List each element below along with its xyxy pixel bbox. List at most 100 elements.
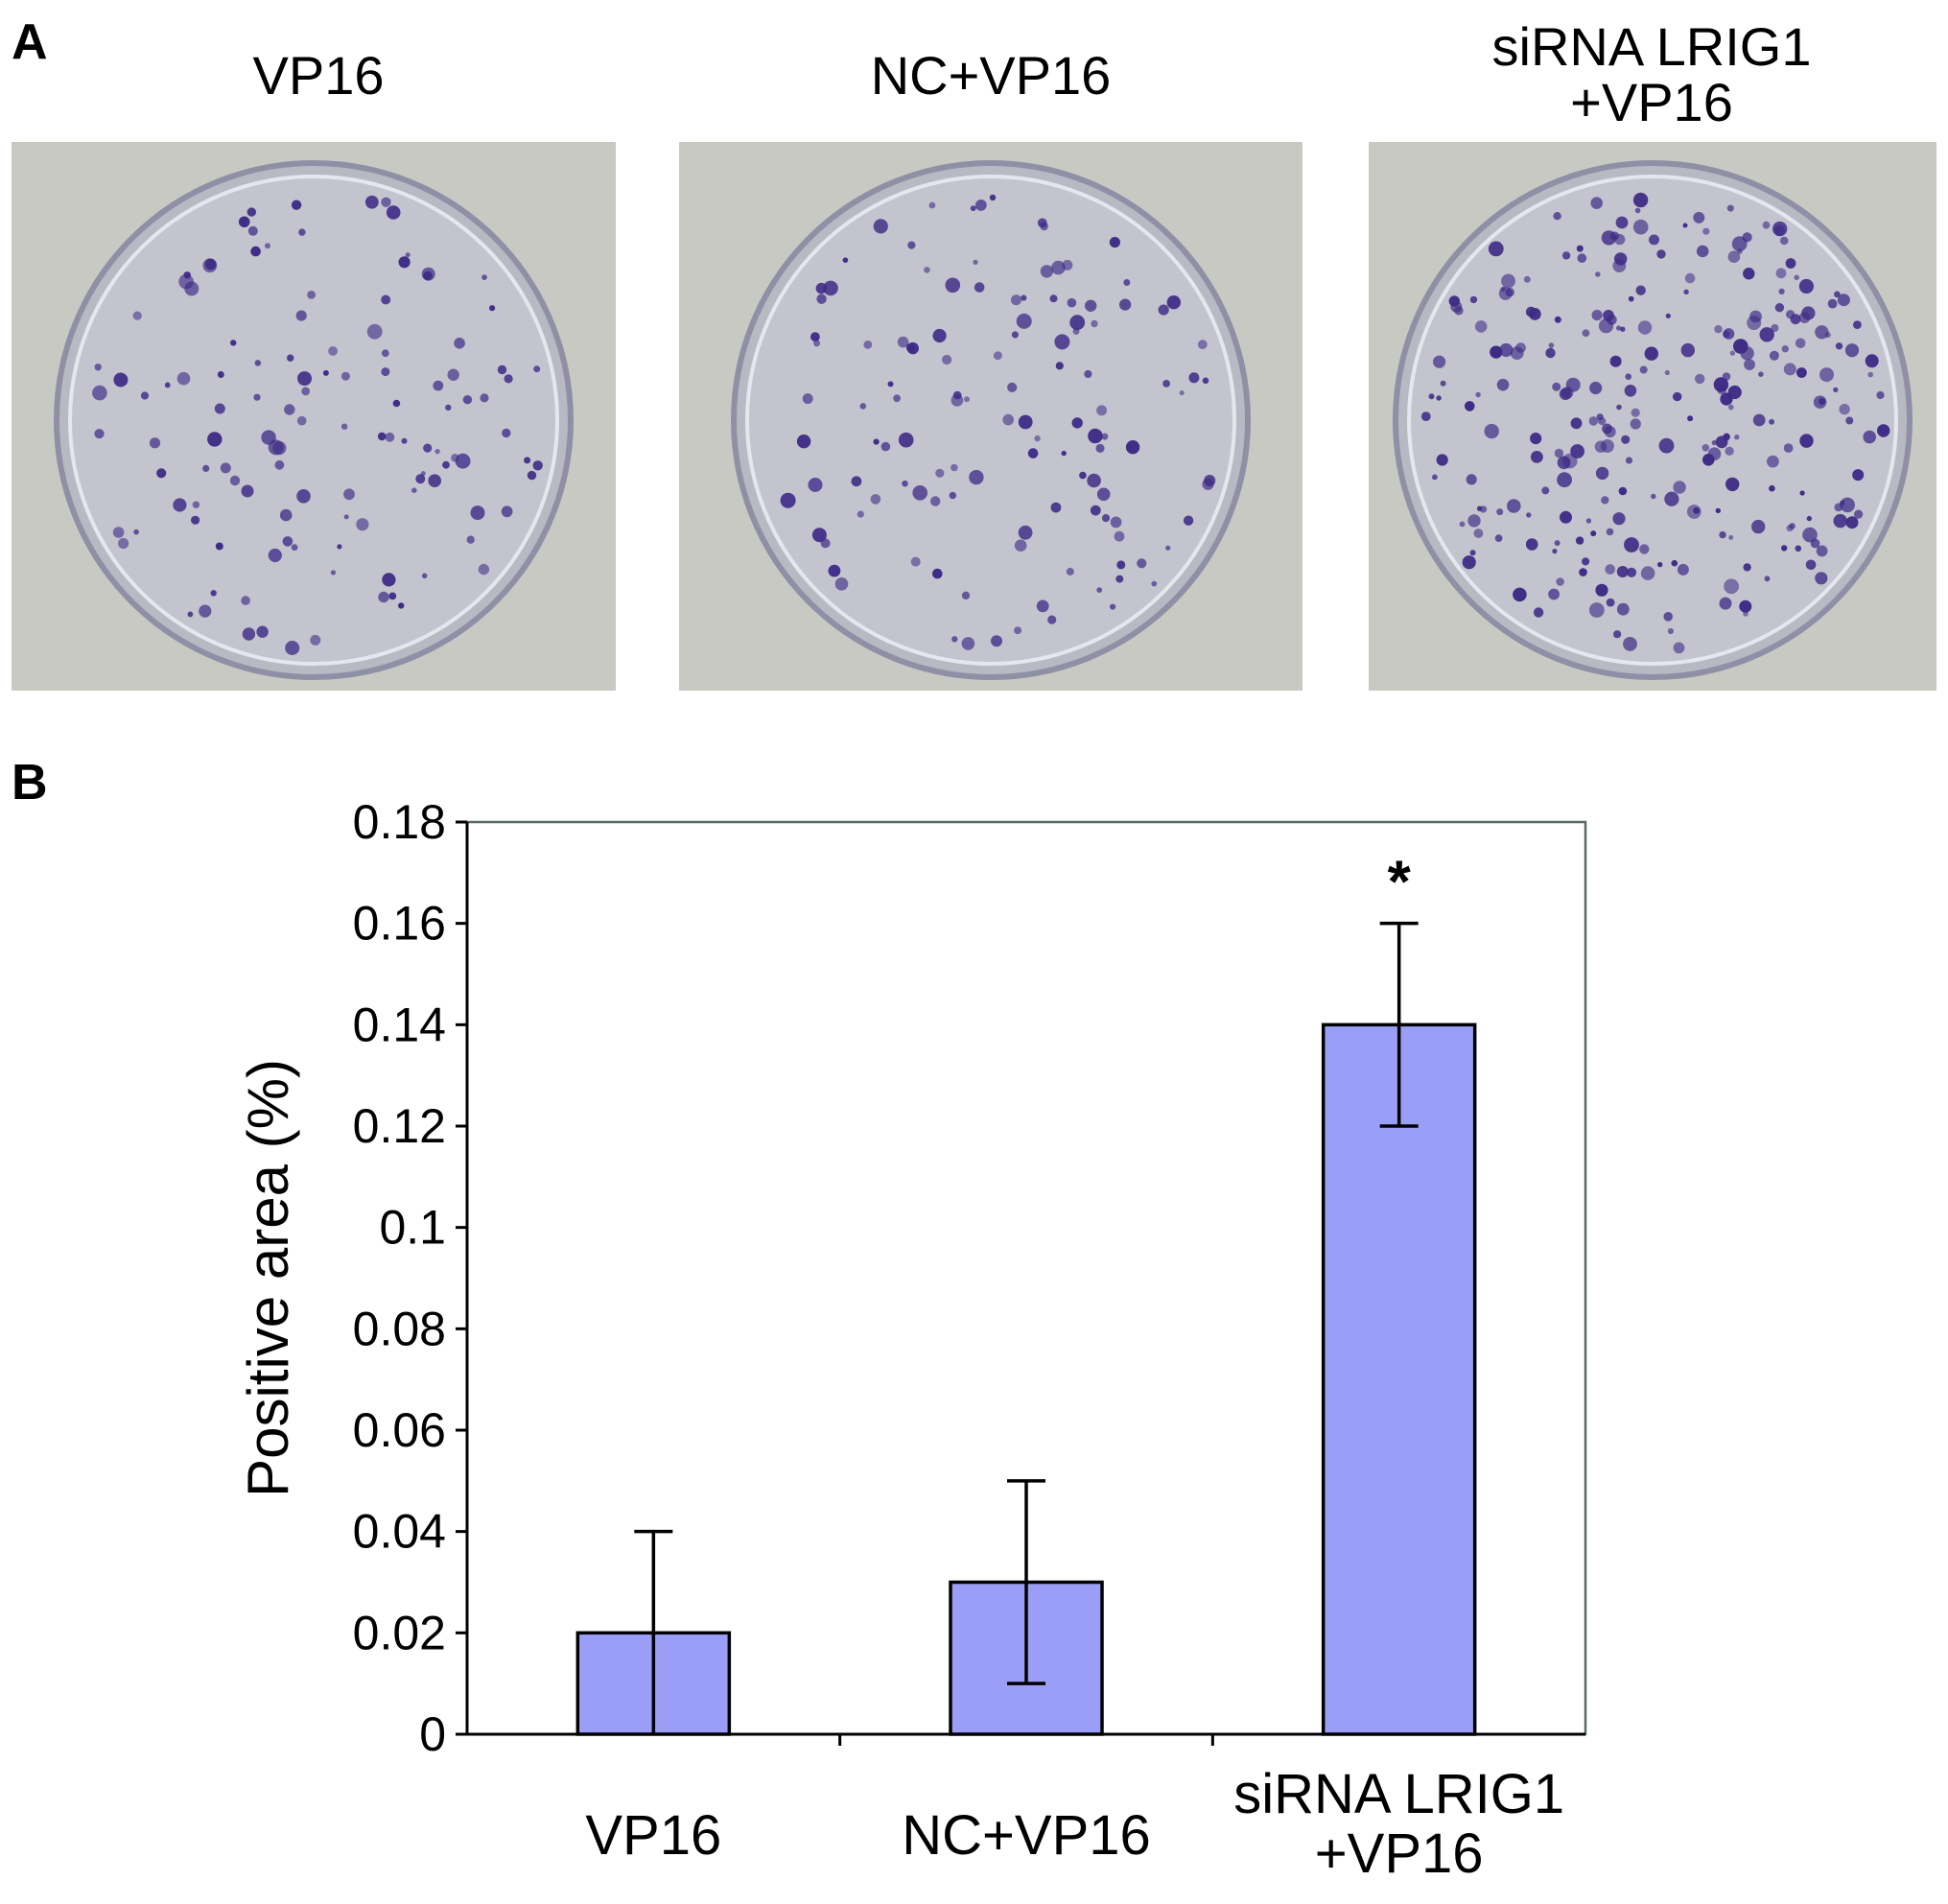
colony-dot (1649, 234, 1659, 246)
colony-dot (842, 257, 849, 263)
colony-dot (1556, 577, 1564, 586)
colony-dot (356, 518, 369, 531)
colony-dot (1484, 423, 1499, 439)
colony-dot (454, 338, 465, 349)
colony-dot (1833, 387, 1839, 393)
colony-dot (1734, 435, 1740, 440)
colony-dot (1637, 320, 1653, 335)
colony-dot (1711, 439, 1717, 446)
colony-dot (1579, 568, 1587, 576)
colony-dot (470, 505, 485, 521)
colony-dot (1863, 430, 1876, 444)
colony-dot (930, 496, 941, 506)
colony-dot (1576, 245, 1584, 252)
colony-dot (1783, 363, 1796, 376)
colony-dot (1786, 310, 1795, 319)
colony-dot (1420, 411, 1431, 421)
colony-dot (398, 256, 411, 269)
colony-dot (1751, 519, 1766, 534)
colony-dot (1774, 303, 1785, 313)
colony-dot (1588, 416, 1599, 426)
colony-dot (382, 573, 396, 587)
colony-dot (1743, 268, 1755, 280)
colony-dot (1837, 294, 1850, 307)
colony-dot (1663, 612, 1673, 622)
colony-dot (502, 428, 511, 438)
colony-dot (1612, 512, 1626, 526)
colony-dot (401, 437, 408, 444)
colony-dot (398, 602, 405, 609)
colony-dot (1630, 418, 1641, 430)
colony-dot (1158, 304, 1169, 316)
colony-dot (421, 573, 428, 579)
colony-dot (287, 354, 294, 362)
colony-dot (1687, 415, 1694, 422)
colony-dot (411, 487, 417, 493)
colony-dot (1623, 637, 1637, 651)
colony-dot (1466, 474, 1477, 485)
colony-dot (1475, 391, 1481, 398)
colony-dot (1066, 567, 1074, 576)
colony-dot (1436, 454, 1448, 466)
colony-dot (1840, 497, 1855, 513)
colony-dot (1523, 275, 1531, 283)
colony-dot (1779, 236, 1789, 246)
colony-dot (1050, 502, 1062, 513)
colony-dot (1479, 505, 1488, 513)
significance-marker: * (1388, 850, 1412, 916)
colony-dot (1011, 294, 1021, 306)
colony-dot (428, 474, 442, 488)
colony-dot (254, 360, 262, 366)
colony-dot (1845, 416, 1854, 425)
colony-dot (229, 475, 241, 486)
colony-dot (241, 596, 250, 605)
colony-dot (340, 371, 350, 381)
y-tick-label: 0.14 (353, 998, 446, 1051)
colony-dot (1805, 559, 1817, 571)
colony-dot (178, 273, 194, 290)
colony-dot (928, 201, 936, 209)
colony-dot (1798, 278, 1814, 294)
colony-dot (1513, 587, 1527, 602)
colony-dot (912, 485, 927, 501)
colony-dot (1062, 259, 1073, 270)
colony-dot (1037, 218, 1047, 228)
colony-dot (1096, 487, 1111, 502)
colony-dot (1079, 471, 1087, 480)
colony-dot (1055, 362, 1064, 370)
colony-dot (1591, 310, 1603, 321)
colony-dot (813, 340, 821, 347)
colony-dot (415, 474, 426, 484)
colony-dot (1616, 404, 1622, 411)
colony-dot (1717, 385, 1726, 395)
colony-dot (1014, 539, 1027, 552)
colony-dot (1749, 310, 1762, 323)
colony-dot (1616, 602, 1630, 616)
colony-dot (1665, 313, 1671, 318)
colony-dot (1490, 345, 1503, 359)
colony-dot (942, 354, 952, 365)
colony-dot (1496, 508, 1504, 516)
colony-dot (113, 372, 129, 388)
y-tick-label: 0 (419, 1707, 446, 1761)
colony-dot (421, 267, 435, 281)
colony-dot (1553, 212, 1561, 221)
colony-dot (1554, 448, 1564, 458)
colony-dot (1758, 371, 1764, 377)
colony-dot (1845, 516, 1859, 529)
colony-dot (140, 391, 150, 400)
x-tick-label: VP16 (585, 1804, 721, 1867)
colony-dot (1686, 505, 1702, 519)
colony-dot (1125, 440, 1140, 455)
colony-dot (1011, 331, 1019, 339)
colony-dot (1474, 320, 1488, 333)
colony-dot (1656, 249, 1666, 259)
colony-dot (1049, 294, 1058, 303)
colony-dot (1673, 642, 1685, 654)
colony-dot (952, 390, 962, 400)
colony-dot (1594, 440, 1608, 453)
colony-dot (1090, 505, 1101, 516)
colony-dot (1613, 630, 1622, 639)
y-tick-label: 0.18 (353, 795, 446, 849)
colony-dot (1469, 550, 1476, 556)
